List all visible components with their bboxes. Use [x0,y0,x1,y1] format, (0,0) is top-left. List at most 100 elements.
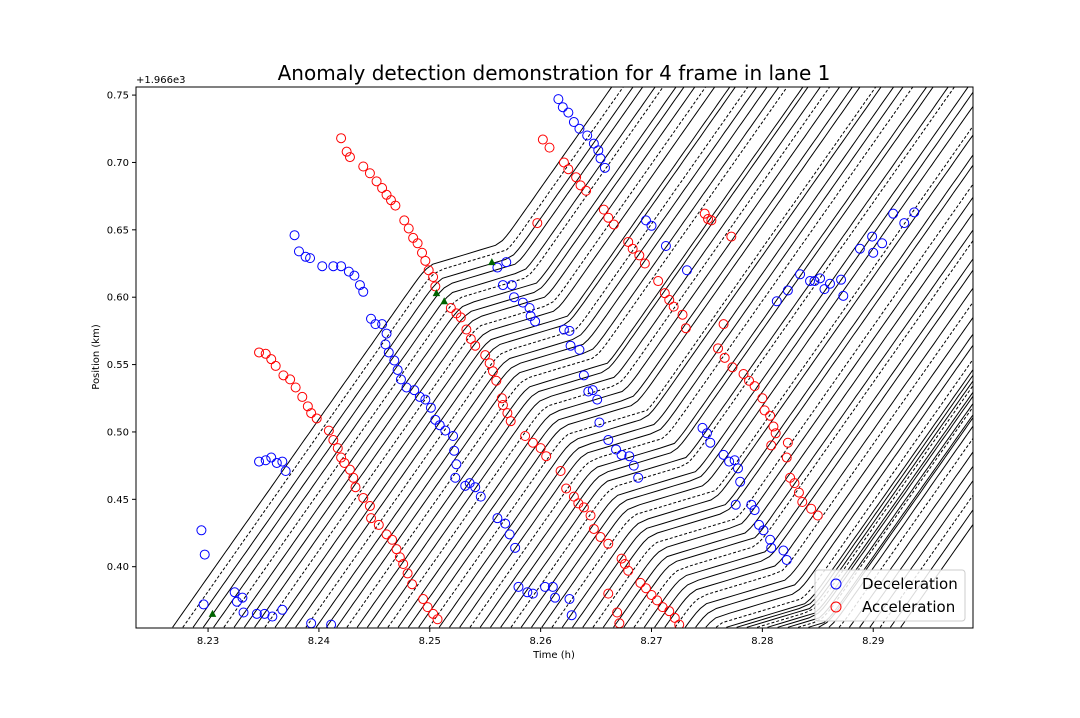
acceleration-point [738,369,749,380]
deceleration-point [838,290,849,301]
deceleration-point [795,269,806,280]
y-tick-label: 0.55 [107,360,129,371]
legend-acceleration-label: Acceleration [862,598,955,616]
deceleration-point [510,542,521,553]
legend-box [814,569,966,622]
acceleration-point [394,552,405,563]
acceleration-point [680,323,691,334]
trajectory-line [356,87,804,628]
trajectory-line [551,125,973,628]
legend-deceleration-marker [830,578,842,590]
deceleration-point [595,153,606,164]
deceleration-point [550,592,561,603]
trajectory-line [295,87,736,628]
deceleration-point [771,296,782,307]
acceleration-point [364,168,375,179]
deceleration-point [568,117,579,128]
deceleration-point [660,240,671,251]
acceleration-point [432,614,443,625]
acceleration-point [575,180,586,191]
acceleration-point [358,161,369,172]
y-tick-label: 0.75 [107,91,129,102]
acceleration-point [668,301,679,312]
acceleration-point [336,452,347,463]
acceleration-point [627,243,638,254]
x-tick-label: 8.25 [419,636,441,647]
x-tick-label: 8.29 [862,636,884,647]
deceleration-point [383,347,394,358]
deceleration-point [628,460,639,471]
acceleration-point [782,437,793,448]
x-axis-label: Time (h) [532,650,575,661]
deceleration-point [735,476,746,487]
trajectory-line [726,368,973,628]
deceleration-point [370,319,381,330]
deceleration-point [633,472,644,483]
deceleration-point [266,452,277,463]
acceleration-point [793,487,804,498]
acceleration-point [571,172,582,183]
deceleration-point [594,417,605,428]
trajectory-line [643,258,973,628]
trajectory-line [336,87,780,628]
acceleration-point [480,350,491,361]
trajectory-line [736,374,973,628]
deceleration-point [909,207,920,218]
acceleration-point [407,579,418,590]
trajectory-line [172,87,613,628]
deceleration-point [587,385,598,396]
acceleration-point [558,157,569,168]
trajectory-line [315,87,758,628]
deceleration-point [509,292,520,303]
acceleration-point [260,348,271,359]
anomaly-markers [196,94,920,628]
deceleration-point [557,102,568,113]
acceleration-point [603,538,614,549]
trajectory-line [674,301,973,628]
acceleration-point [726,231,737,242]
acceleration-point [350,482,361,493]
deceleration-point [317,261,328,272]
acceleration-point [640,583,651,594]
deceleration-point [564,325,575,336]
acceleration-point [770,428,781,439]
acceleration-point [598,204,609,215]
trajectory-line [397,87,841,628]
acceleration-point [497,399,508,410]
deceleration-point [758,525,769,536]
deceleration-point [854,243,865,254]
deceleration-point [440,425,451,436]
deceleration-point [289,230,300,241]
deceleration-point [815,273,826,284]
deceleration-point [824,278,835,289]
x-axis-ticks: 8.23 8.24 8.25 8.26 8.27 8.28 8.29 [197,628,884,647]
deceleration-point [260,455,271,466]
deceleration-point [599,162,610,173]
acceleration-point [765,410,776,421]
deceleration-point [701,428,712,439]
deceleration-point [868,247,879,258]
deceleration-point [836,274,847,285]
acceleration-point [759,405,770,416]
acceleration-point [445,302,456,313]
acceleration-point [505,416,516,427]
deceleration-point [513,581,524,592]
deceleration-point [450,472,461,483]
deceleration-point [377,319,388,330]
acceleration-point [364,501,375,512]
chart-title: Anomaly detection demonstration for 4 fr… [278,61,831,85]
trajectory-line [664,287,973,628]
acceleration-point [270,360,281,371]
deceleration-point [198,599,209,610]
acceleration-point [612,607,623,618]
acceleration-point [297,391,308,402]
deceleration-point [271,457,282,468]
acceleration-point [328,435,339,446]
legend: Deceleration Acceleration [814,569,966,622]
acceleration-point [674,619,685,628]
acceleration-point [677,309,688,320]
deceleration-point [199,549,210,560]
trajectory-line [777,395,973,628]
acceleration-point [563,164,574,175]
acceleration-point [336,133,347,144]
